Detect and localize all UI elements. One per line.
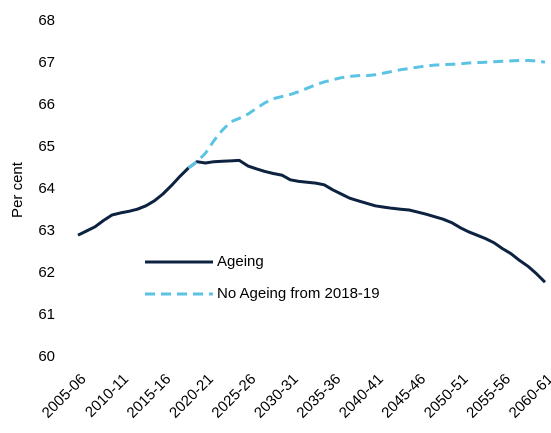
y-tick-label: 68 bbox=[38, 12, 55, 29]
x-tick-label: 2060-61 bbox=[506, 371, 551, 422]
y-tick-label: 63 bbox=[38, 222, 55, 239]
legend-label: Ageing bbox=[217, 253, 264, 270]
y-tick-label: 62 bbox=[38, 264, 55, 281]
series-line bbox=[187, 59, 546, 170]
x-tick-label: 2045-46 bbox=[378, 371, 429, 422]
x-tick-label: 2030-31 bbox=[251, 371, 302, 422]
y-tick-label: 61 bbox=[38, 306, 55, 323]
x-tick-label: 2035-36 bbox=[293, 371, 344, 422]
legend-label: No Ageing from 2018-19 bbox=[217, 285, 380, 302]
y-tick-label: 67 bbox=[38, 54, 55, 71]
y-axis-label: Per cent bbox=[9, 161, 26, 218]
y-tick-label: 66 bbox=[38, 96, 55, 113]
x-tick-label: 2015-16 bbox=[124, 371, 175, 422]
x-tick-label: 2025-26 bbox=[208, 371, 259, 422]
x-tick-label: 2020-21 bbox=[166, 371, 217, 422]
x-tick-label: 2005-06 bbox=[39, 371, 90, 422]
x-tick-label: 2010-11 bbox=[82, 371, 132, 421]
y-tick-label: 65 bbox=[38, 138, 55, 155]
y-tick-label: 60 bbox=[38, 348, 55, 365]
x-tick-label: 2050-51 bbox=[421, 371, 472, 422]
y-tick-label: 64 bbox=[38, 180, 55, 197]
series-line bbox=[77, 158, 547, 284]
x-tick-label: 2055-56 bbox=[463, 371, 514, 422]
x-tick-label: 2040-41 bbox=[336, 371, 387, 422]
